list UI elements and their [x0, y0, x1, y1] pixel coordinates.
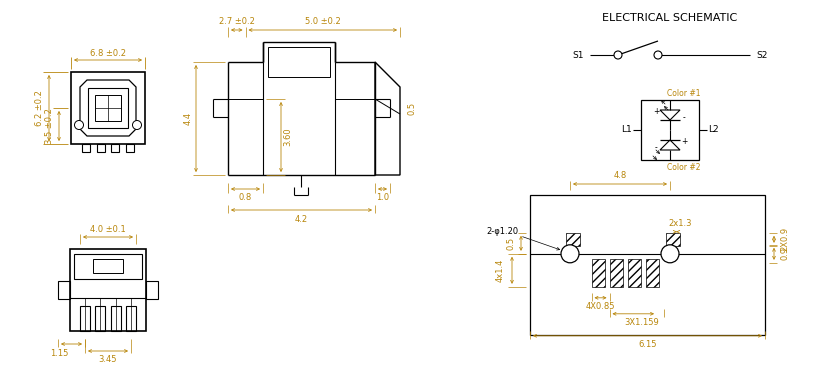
Bar	[88, 88, 128, 128]
Text: 0.8: 0.8	[239, 192, 252, 201]
Bar	[111, 144, 119, 152]
Text: 4.2: 4.2	[295, 215, 308, 224]
Text: 2.7 ±0.2: 2.7 ±0.2	[219, 18, 255, 27]
Bar	[666, 233, 680, 246]
Bar	[97, 144, 105, 152]
Text: 4.4: 4.4	[184, 112, 193, 125]
Text: Color #1: Color #1	[667, 88, 701, 97]
Text: -: -	[683, 113, 686, 122]
Circle shape	[654, 51, 662, 59]
Text: 5.0 ±0.2: 5.0 ±0.2	[305, 18, 341, 27]
Text: 0.5: 0.5	[507, 237, 515, 250]
Text: 4.0 ±0.1: 4.0 ±0.1	[90, 224, 126, 233]
Bar	[566, 233, 580, 246]
Bar	[70, 249, 146, 331]
Bar	[641, 100, 699, 160]
Bar	[95, 306, 105, 331]
Text: S2: S2	[757, 50, 767, 59]
Bar	[80, 306, 90, 331]
Text: 3.5 ±0.2: 3.5 ±0.2	[44, 108, 53, 144]
Circle shape	[661, 245, 679, 263]
Text: 2X0.9: 2X0.9	[781, 227, 790, 251]
Bar	[82, 144, 90, 152]
Bar	[627, 259, 640, 287]
Text: S1: S1	[572, 50, 584, 59]
Text: L2: L2	[708, 126, 718, 135]
Circle shape	[561, 245, 579, 263]
Text: 1.0: 1.0	[376, 192, 389, 201]
Text: ELECTRICAL SCHEMATIC: ELECTRICAL SCHEMATIC	[602, 13, 737, 23]
Bar	[530, 195, 765, 335]
Bar	[95, 95, 121, 121]
Bar	[645, 259, 659, 287]
Bar	[146, 281, 158, 299]
Bar	[71, 72, 145, 144]
Circle shape	[74, 120, 84, 129]
Text: L1: L1	[621, 126, 632, 135]
Text: 6.2 ±0.2: 6.2 ±0.2	[34, 90, 43, 126]
Text: 2x1.3: 2x1.3	[668, 219, 691, 228]
Text: 4.8: 4.8	[614, 172, 626, 181]
Text: 4x1.4: 4x1.4	[495, 258, 504, 282]
Text: 0.5: 0.5	[407, 101, 417, 115]
Text: Color #2: Color #2	[667, 163, 701, 172]
Text: 4X0.85: 4X0.85	[585, 302, 615, 311]
Circle shape	[614, 51, 622, 59]
Text: 6.8 ±0.2: 6.8 ±0.2	[90, 48, 126, 57]
Bar	[93, 259, 123, 273]
Bar	[111, 306, 121, 331]
Text: 3X1.159: 3X1.159	[624, 318, 659, 327]
Bar	[126, 306, 136, 331]
Bar	[74, 254, 142, 279]
Bar	[126, 144, 134, 152]
Text: 2-φ1.20: 2-φ1.20	[486, 227, 518, 236]
Bar	[268, 47, 330, 77]
Text: 3.45: 3.45	[99, 355, 117, 364]
Circle shape	[133, 120, 141, 129]
Text: 1.15: 1.15	[50, 348, 68, 357]
Bar	[610, 259, 623, 287]
Bar	[591, 259, 605, 287]
Bar	[58, 281, 70, 299]
Text: 3.60: 3.60	[284, 128, 292, 146]
Text: -: -	[655, 143, 657, 152]
Text: +: +	[681, 138, 687, 147]
Text: 0.9: 0.9	[781, 247, 790, 260]
Text: +: +	[653, 108, 659, 117]
Text: 6.15: 6.15	[638, 340, 657, 349]
